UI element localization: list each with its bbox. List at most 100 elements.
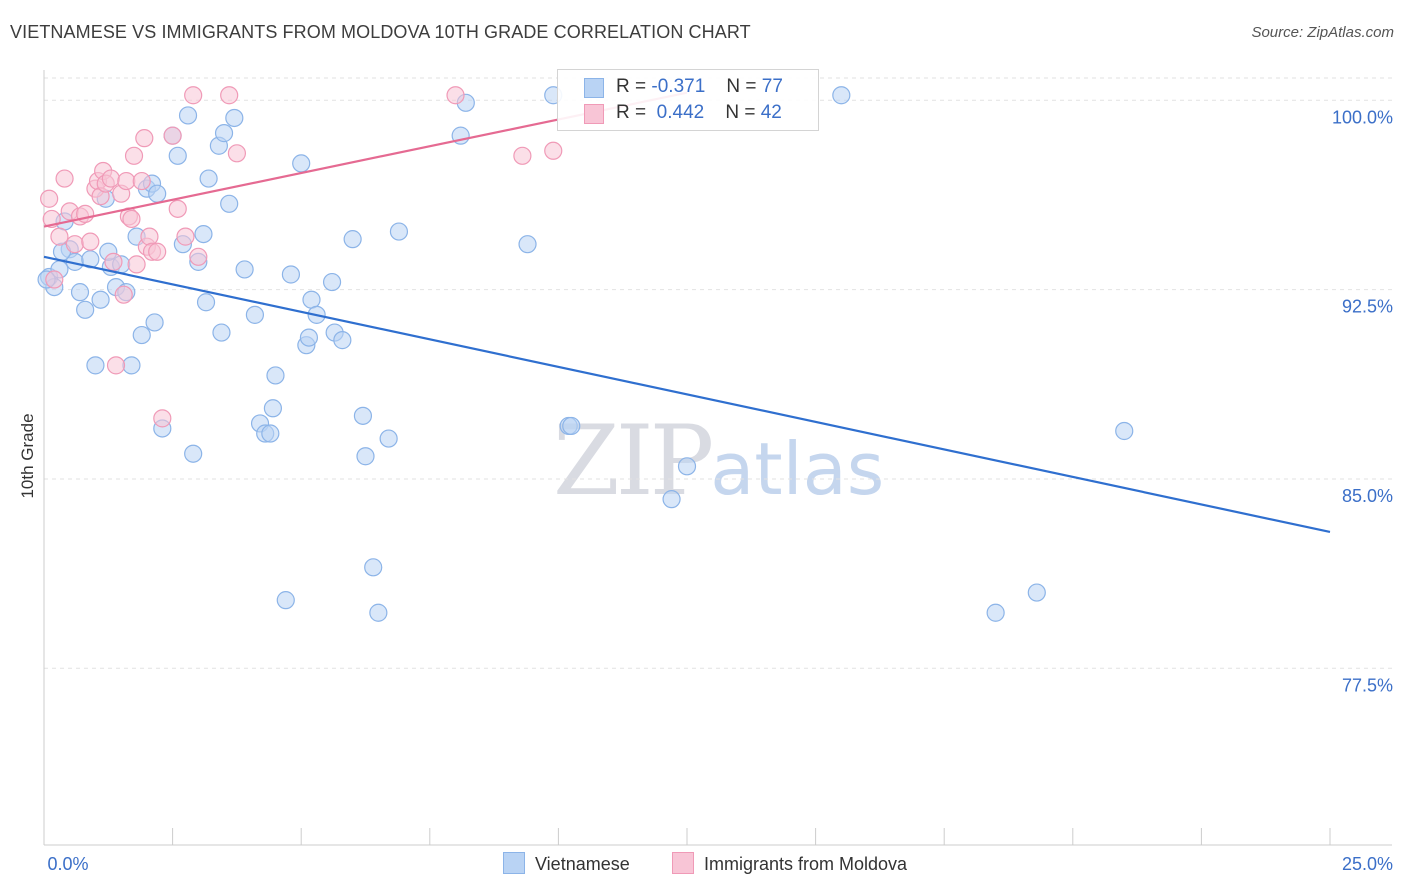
vietnamese-point <box>276 591 295 610</box>
moldova-point <box>140 227 159 246</box>
vietnamese-point <box>364 558 383 577</box>
vietnamese-point <box>263 399 283 418</box>
vietnamese-point <box>91 290 110 309</box>
x-tick-label-start: 0.0% <box>47 854 88 874</box>
vietnamese-point <box>562 416 581 436</box>
bottom-legend-swatch-blue <box>503 852 525 874</box>
vietnamese-point <box>148 184 167 203</box>
correlation-legend: R = -0.371 N = 77 R = 0.442 N = 42 <box>557 69 819 131</box>
bottom-legend-label: Vietnamese <box>535 854 630 874</box>
moldova-point <box>544 141 563 160</box>
moldova-point <box>106 356 126 375</box>
moldova-point <box>446 86 465 105</box>
moldova-point <box>148 242 167 261</box>
vietnamese-point <box>662 490 681 509</box>
vietnamese-point <box>214 124 234 143</box>
moldova-point <box>176 227 195 246</box>
vietnamese-point <box>132 325 151 345</box>
watermark-atlas: atlas <box>710 427 885 511</box>
legend-n-value: 77 <box>761 76 783 97</box>
legend-n-value: 42 <box>760 102 782 123</box>
moldova-point <box>189 247 208 266</box>
tick-labels: 77.5% 85.0% 92.5% 100.0% 0.0% 25.0% <box>47 107 1393 874</box>
vietnamese-point <box>356 447 375 466</box>
vietnamese-point <box>379 429 398 448</box>
vietnamese-point <box>184 444 203 463</box>
vietnamese-point <box>299 328 319 347</box>
vietnamese-point <box>212 323 231 342</box>
vietnamese-point <box>281 265 301 284</box>
vietnamese-point <box>122 356 141 375</box>
legend-n-label: N = <box>726 76 757 97</box>
moldova-point <box>122 209 141 229</box>
moldova-point <box>132 171 151 191</box>
vietnamese-point <box>196 293 216 312</box>
vietnamese-point <box>266 366 285 385</box>
moldova-point <box>127 255 146 274</box>
vietnamese-point <box>389 222 409 241</box>
legend-r-value: -0.371 <box>651 76 706 97</box>
vietnamese-point <box>168 146 187 165</box>
y-axis-label: 10th Grade <box>18 413 37 499</box>
legend-text-vietnamese: R = -0.371 N = 77 <box>616 76 783 98</box>
vietnamese-point <box>225 108 244 128</box>
axes <box>43 70 1392 846</box>
vietnamese-point <box>343 230 362 249</box>
moldova-point <box>81 232 100 251</box>
moldova-point <box>135 129 154 148</box>
moldova-point <box>184 86 203 105</box>
y-tick-label: 92.5% <box>1342 297 1393 317</box>
vietnamese-point <box>220 194 239 213</box>
vietnamese-point <box>1027 583 1046 602</box>
x-tick-label-end: 25.0% <box>1342 854 1393 874</box>
moldova-point <box>65 235 84 254</box>
bottom-legend-label: Immigrants from Moldova <box>704 854 908 874</box>
legend-swatch-blue <box>584 78 604 98</box>
vietnamese-point <box>86 356 105 375</box>
legend-r-label: R = <box>616 76 647 97</box>
moldova-point <box>114 285 133 304</box>
vietnamese-point <box>302 290 321 309</box>
vietnamese-point <box>369 603 388 622</box>
moldova-point <box>40 189 59 208</box>
moldova-point <box>220 86 239 105</box>
vietnamese-point <box>235 260 254 279</box>
vietnamese-point <box>986 603 1005 622</box>
legend-n-label: N = <box>725 102 756 123</box>
y-tick-label: 100.0% <box>1332 107 1393 127</box>
vietnamese-point <box>333 331 352 350</box>
vietnamese-point <box>194 224 213 244</box>
source-credit: Source: ZipAtlas.com <box>1251 24 1394 41</box>
vietnamese-point <box>76 300 95 319</box>
moldova-point <box>513 146 532 165</box>
moldova-point <box>124 146 144 165</box>
vietnamese-point <box>832 86 851 105</box>
moldova-point <box>163 126 182 145</box>
vietnamese-point <box>70 283 90 302</box>
moldova-point <box>153 409 172 428</box>
moldova-point <box>101 169 120 188</box>
moldova-point <box>55 169 74 188</box>
legend-swatch-pink <box>584 104 604 124</box>
vietnamese-trend-line <box>43 255 1331 534</box>
moldova-point <box>45 270 64 289</box>
vietnamese-points <box>37 86 1134 622</box>
bottom-legend-swatch-pink <box>672 852 694 874</box>
moldova-point <box>117 171 136 191</box>
vietnamese-point <box>1115 421 1134 441</box>
chart-title: VIETNAMESE VS IMMIGRANTS FROM MOLDOVA 10… <box>10 22 751 42</box>
vietnamese-point <box>145 313 164 332</box>
moldova-point <box>104 252 123 271</box>
vietnamese-point <box>353 406 373 425</box>
vietnamese-point <box>677 457 697 476</box>
vietnamese-point <box>518 235 537 254</box>
vietnamese-point <box>322 272 342 292</box>
watermark: ZIPatlas <box>553 405 884 517</box>
vietnamese-point <box>178 106 198 125</box>
legend-r-label: R = <box>616 102 647 123</box>
bottom-legend-vietnamese: Vietnamese <box>503 852 630 875</box>
gridlines <box>44 77 1392 669</box>
vietnamese-point <box>245 305 265 324</box>
vietnamese-point <box>261 424 280 443</box>
